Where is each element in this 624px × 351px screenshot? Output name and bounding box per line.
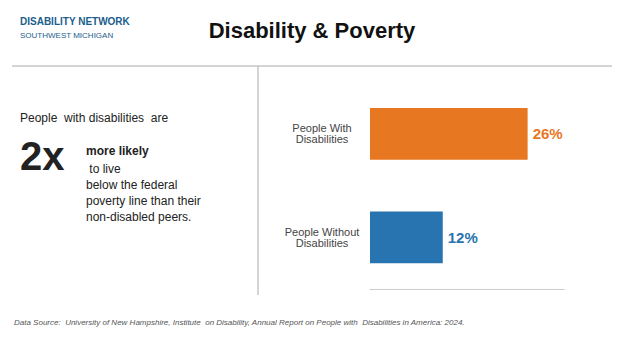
svg-text:Disabilities: Disabilities — [296, 237, 349, 249]
svg-text:Data Source: University of Ne: Data Source: University of New Hampshire… — [14, 318, 465, 327]
svg-text:26%: 26% — [533, 125, 563, 142]
svg-text:non-disabled peers.: non-disabled peers. — [86, 210, 191, 224]
svg-text:SOUTHWEST MICHIGAN: SOUTHWEST MICHIGAN — [20, 31, 113, 40]
svg-text:below the federal: below the federal — [86, 178, 177, 192]
svg-text:People with disabilities are: People with disabilities are — [20, 111, 168, 125]
svg-text:2x: 2x — [20, 134, 65, 178]
svg-text:Disabilities: Disabilities — [296, 133, 349, 145]
svg-text:to live: to live — [86, 162, 121, 176]
svg-text:Disability & Poverty: Disability & Poverty — [209, 18, 416, 43]
svg-text:12%: 12% — [448, 229, 478, 246]
svg-text:poverty line than their: poverty line than their — [86, 194, 201, 208]
svg-text:DISABILITY NETWORK: DISABILITY NETWORK — [20, 16, 131, 27]
svg-text:more likely: more likely — [86, 144, 149, 158]
svg-text:People With: People With — [292, 122, 352, 135]
svg-text:People Without: People Without — [284, 225, 360, 238]
